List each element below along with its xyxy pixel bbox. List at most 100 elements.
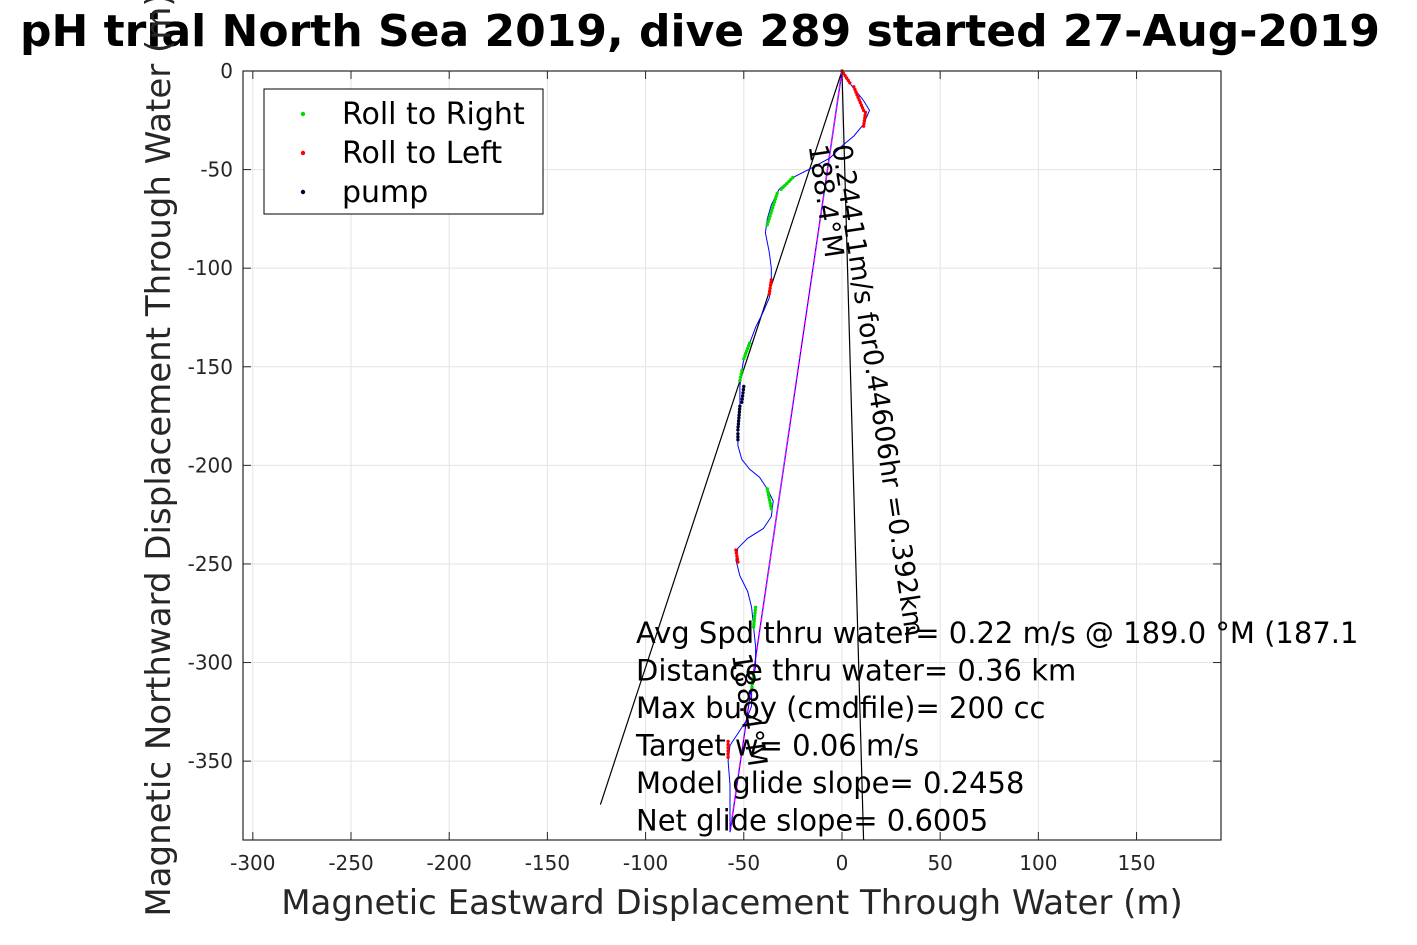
chart-title: pH trial North Sea 2019, dive 289 starte…: [20, 6, 1380, 57]
roll-left-marker: [852, 85, 856, 89]
roll-left-marker: [848, 81, 852, 85]
roll-right-marker: [746, 346, 750, 351]
x-tick-label: -50: [727, 851, 760, 875]
roll-left-marker: [858, 100, 862, 105]
roll-right-marker: [739, 372, 743, 376]
roll-right-marker: [743, 354, 747, 358]
roll-left-marker: [863, 110, 868, 115]
roll-right-marker: [740, 369, 744, 373]
roll-right-marker: [750, 682, 755, 686]
roll-right-marker: [745, 349, 749, 353]
roll-left-marker: [726, 739, 730, 744]
roll-left-marker: [726, 749, 730, 753]
pump-marker: [737, 410, 742, 414]
roll-right-marker: [771, 203, 776, 207]
roll-left-marker: [769, 281, 773, 285]
roll-left-marker: [863, 116, 867, 120]
x-tick-label: -150: [525, 851, 570, 875]
legend-box: [263, 88, 544, 215]
pump-marker: [741, 391, 745, 395]
roll-left-marker: [726, 755, 730, 759]
roll-left-marker: [845, 76, 849, 80]
y-tick-labels: 0 -50 -100 -150 -200 -250 -300 -350: [188, 59, 233, 773]
x-tick-label: -300: [230, 851, 275, 875]
roll-right-marker: [738, 378, 742, 383]
roll-right-marker: [769, 507, 773, 511]
plot-frame: [242, 70, 1222, 841]
roll-left-marker: [860, 106, 865, 110]
roll-right-marker: [772, 200, 777, 204]
roll-left-marker: [854, 90, 858, 94]
axis-ticks: [243, 70, 1221, 840]
dive-summary: Avg Spd thru water= 0.22 m/s @ 189.0 °M …: [635, 616, 1358, 838]
x-tick-label: 50: [927, 851, 952, 875]
y-tick-label: -100: [188, 256, 233, 280]
roll-left-marker: [843, 74, 847, 78]
x-tick-label: 0: [836, 851, 849, 875]
roll-left-marker: [735, 554, 739, 558]
pump-marker: [740, 394, 745, 398]
pump-marker: [736, 432, 740, 436]
y-tick-label: -50: [200, 158, 233, 182]
heading-cone-line: [599, 70, 843, 805]
summary-line: Net glide slope= 0.6005: [636, 804, 988, 838]
roll-right-marker: [747, 344, 751, 348]
roll-left-marker: [726, 746, 730, 750]
pump-marker: [736, 438, 740, 442]
pump-marker: [736, 435, 740, 439]
roll-right-marker: [779, 187, 783, 191]
roll-right-marker: [738, 375, 743, 379]
legend-marker: [300, 111, 306, 117]
roll-right-marker: [751, 672, 756, 677]
roll-right-marker: [765, 223, 769, 227]
roll-left-marker: [735, 557, 740, 561]
x-tick-label: 100: [1019, 851, 1057, 875]
roll-right-marker: [752, 619, 756, 624]
roll-right-marker: [767, 495, 771, 500]
roll-right-marker: [769, 211, 773, 215]
legend-marker: [300, 150, 306, 156]
reference-lines: [599, 70, 865, 841]
pump-marker: [741, 387, 746, 392]
roll-right-marker: [752, 622, 756, 626]
roll-right-marker: [771, 205, 775, 210]
roll-right-marker: [773, 197, 778, 201]
legend: Roll to Right Roll to Left pump: [263, 88, 544, 215]
y-tick-label: -150: [188, 355, 233, 379]
roll-left-marker: [863, 113, 867, 117]
roll-right-marker: [752, 616, 757, 621]
summary-line: Avg Spd thru water= 0.22 m/s @ 189.0 °M …: [636, 616, 1358, 650]
roll-left-marker: [768, 286, 772, 290]
y-tick-label: -250: [188, 552, 233, 576]
roll-right-marker: [753, 614, 757, 618]
roll-right-marker: [770, 208, 774, 213]
pump-marker: [736, 428, 740, 432]
pump-marker: [737, 416, 741, 420]
roll-left-marker: [861, 124, 866, 128]
pump-marker: [738, 404, 742, 408]
roll-right-marker: [744, 351, 748, 356]
x-axis-label: Magnetic Eastward Displacement Through W…: [281, 883, 1183, 923]
y-tick-label: 0: [220, 59, 233, 83]
x-tick-label: -200: [427, 851, 472, 875]
pump-marker: [737, 407, 742, 411]
heading-cone-line: [841, 70, 865, 841]
x-tick-label: -250: [328, 851, 373, 875]
pump-marker: [736, 422, 741, 426]
roll-right-marker: [766, 220, 770, 224]
roll-right-marker: [775, 191, 779, 195]
roll-right-marker: [751, 625, 756, 629]
x-tick-label: 150: [1117, 851, 1155, 875]
legend-label: Roll to Right: [342, 97, 525, 132]
roll-left-marker: [726, 752, 730, 756]
x-tick-label: -100: [623, 851, 668, 875]
roll-right-marker: [769, 504, 773, 508]
roll-right-marker: [766, 493, 771, 497]
roll-right-marker: [749, 688, 754, 692]
roll-left-marker: [859, 103, 864, 107]
roll-right-marker: [742, 357, 746, 361]
roll-left-marker: [734, 548, 738, 552]
roll-left-marker: [726, 742, 730, 747]
pump-marker: [740, 400, 744, 404]
